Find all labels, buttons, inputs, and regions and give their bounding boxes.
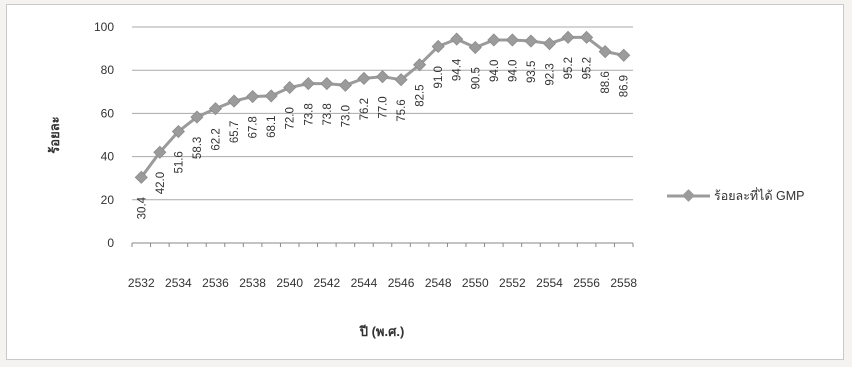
data-point bbox=[413, 58, 427, 72]
line-chart: 0 20 40 60 80 100 2532 2534 2536 2538 2540 2542 254… bbox=[47, 20, 805, 339]
x-tick-label: 2546 bbox=[388, 276, 415, 290]
data-point bbox=[542, 37, 557, 51]
x-tick-label: 2544 bbox=[351, 276, 378, 290]
y-axis-ticks: 0 20 40 60 80 100 bbox=[94, 20, 114, 250]
y-tick-label: 40 bbox=[101, 150, 115, 164]
data-point bbox=[227, 94, 241, 108]
data-label: 77.0 bbox=[378, 96, 390, 118]
data-label: 68.1 bbox=[266, 116, 278, 138]
x-axis-title: ปี (พ.ศ.) bbox=[359, 324, 405, 339]
data-label: 94.0 bbox=[507, 60, 519, 82]
x-tick-label: 2540 bbox=[276, 276, 303, 290]
data-point bbox=[264, 89, 278, 103]
x-tick-label: 2550 bbox=[462, 276, 489, 290]
data-point bbox=[431, 39, 445, 54]
data-point bbox=[208, 102, 223, 116]
x-axis-tick-labels: 2532 2534 2536 2538 2540 2542 2544 2546 2548 2550… bbox=[128, 276, 637, 290]
data-point bbox=[598, 45, 612, 59]
data-label: 76.2 bbox=[359, 98, 371, 120]
legend: ร้อยละที่ได้ GMP bbox=[667, 187, 805, 203]
data-label: 73.8 bbox=[303, 103, 315, 125]
data-point bbox=[357, 71, 371, 85]
data-point bbox=[283, 80, 297, 95]
data-point bbox=[153, 145, 167, 159]
y-tick-label: 100 bbox=[94, 20, 114, 34]
data-label: 73.8 bbox=[322, 103, 334, 125]
data-label: 72.0 bbox=[285, 107, 297, 129]
data-label: 93.5 bbox=[526, 61, 538, 83]
x-tick-label: 2538 bbox=[239, 276, 266, 290]
data-label: 86.9 bbox=[619, 75, 631, 97]
x-tick-label: 2558 bbox=[610, 276, 637, 290]
x-tick-label: 2534 bbox=[165, 276, 192, 290]
legend-label: ร้อยละที่ได้ GMP bbox=[714, 187, 805, 203]
data-point bbox=[320, 77, 334, 91]
x-tick-label: 2552 bbox=[499, 276, 526, 290]
data-point bbox=[338, 78, 352, 92]
legend-marker bbox=[682, 189, 695, 202]
data-label: 51.6 bbox=[173, 151, 185, 173]
data-label: 82.5 bbox=[415, 84, 427, 106]
data-point bbox=[505, 33, 519, 47]
data-point bbox=[580, 30, 594, 44]
series-markers bbox=[134, 30, 631, 184]
data-label: 88.6 bbox=[600, 71, 612, 93]
data-point bbox=[487, 33, 501, 47]
data-label: 94.4 bbox=[452, 58, 464, 81]
x-tick-label: 2532 bbox=[128, 276, 155, 290]
data-point bbox=[561, 30, 575, 44]
data-point bbox=[246, 89, 260, 104]
data-label: 62.2 bbox=[211, 128, 223, 150]
data-point bbox=[375, 70, 390, 84]
y-tick-label: 20 bbox=[101, 193, 115, 207]
data-point bbox=[450, 32, 464, 46]
data-label: 58.3 bbox=[192, 137, 204, 159]
data-label: 95.2 bbox=[563, 57, 575, 79]
data-label: 92.3 bbox=[545, 63, 557, 85]
data-label: 75.6 bbox=[396, 99, 408, 121]
data-point bbox=[134, 170, 148, 184]
y-tick-label: 60 bbox=[101, 106, 115, 120]
x-tick-label: 2542 bbox=[313, 276, 340, 290]
data-label: 30.4 bbox=[136, 196, 148, 219]
data-label: 42.0 bbox=[155, 172, 167, 194]
x-tick-label: 2548 bbox=[425, 276, 452, 290]
y-tick-label: 0 bbox=[107, 236, 114, 250]
x-axis-minor-ticks bbox=[131, 243, 634, 247]
data-label: 94.0 bbox=[489, 60, 501, 82]
x-tick-label: 2554 bbox=[536, 276, 563, 290]
data-label: 95.2 bbox=[582, 57, 594, 79]
data-label: 91.0 bbox=[433, 66, 445, 88]
data-label: 73.0 bbox=[340, 105, 352, 127]
data-label: 90.5 bbox=[470, 67, 482, 89]
chart-frame: 0 20 40 60 80 100 2532 2534 2536 2538 2540 2542 254… bbox=[6, 4, 844, 360]
data-label: 65.7 bbox=[229, 121, 241, 143]
data-point bbox=[394, 73, 408, 87]
y-tick-label: 80 bbox=[101, 63, 115, 77]
data-label: 67.8 bbox=[248, 116, 260, 138]
y-axis-title: ร้อยละ bbox=[47, 116, 62, 153]
data-point bbox=[301, 77, 315, 91]
data-point bbox=[190, 110, 204, 124]
data-point bbox=[468, 40, 482, 55]
x-tick-label: 2536 bbox=[202, 276, 229, 290]
data-point bbox=[171, 124, 185, 139]
data-point bbox=[617, 48, 631, 62]
data-point bbox=[524, 34, 538, 48]
data-labels: 30.4 42.0 51.6 58.3 62.2 65.7 67.8 68.1 72.0 73.8… bbox=[136, 57, 630, 219]
x-tick-label: 2556 bbox=[573, 276, 600, 290]
